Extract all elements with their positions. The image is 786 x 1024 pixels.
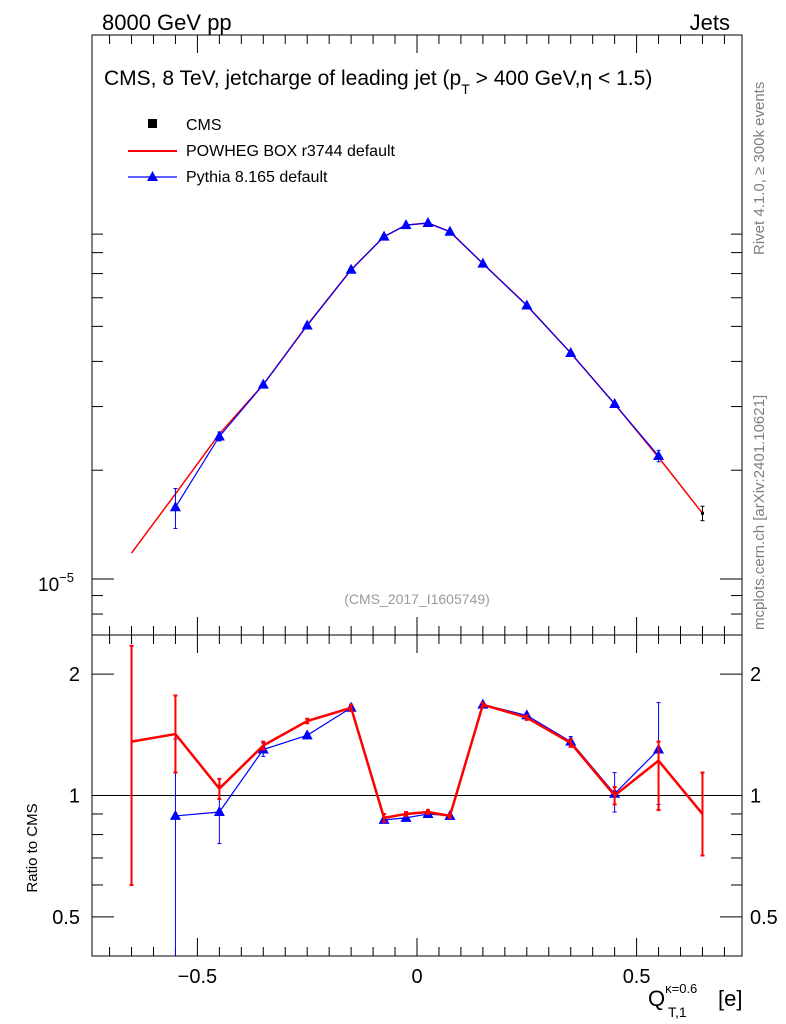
- legend-pythia-marker: [147, 171, 158, 181]
- main-title: CMS, 8 TeV, jetcharge of leading jet (pT…: [104, 67, 652, 97]
- ratio-ytick-label-right: 1: [750, 786, 761, 808]
- ratio-pythia-point: [169, 809, 181, 820]
- side-label-bottom: mcplots.cern.ch [arXiv:2401.10621]: [751, 395, 768, 630]
- ratio-ytick-label-right: 2: [750, 664, 761, 686]
- ratio-ytick-label-left: 1: [69, 786, 80, 808]
- ratio-ytick-label-right: 0.5: [750, 907, 778, 929]
- pythia-point: [345, 263, 357, 274]
- pythia-point: [400, 219, 412, 230]
- pythia-point: [301, 319, 313, 330]
- legend: CMS POWHEG BOX r3744 default Pythia 8.16…: [128, 117, 396, 186]
- pythia-point: [477, 257, 489, 268]
- pythia-point: [422, 217, 434, 228]
- main-ytick-label: 10−5: [38, 570, 74, 596]
- ratio-pythia-line: [175, 703, 659, 821]
- side-label-top: Rivet 4.1.0, ≥ 300k events: [751, 82, 768, 255]
- ratio-xtick-label: 0: [411, 966, 422, 988]
- pythia-point: [444, 225, 456, 236]
- pythia-line: [174, 222, 660, 508]
- legend-pythia-label: Pythia 8.165 default: [186, 169, 328, 186]
- ratio-pythia-point: [301, 729, 313, 740]
- ratio-powheg-line: [131, 703, 704, 820]
- pythia-point: [213, 430, 225, 441]
- pythia-point: [378, 230, 390, 241]
- pythia-point: [257, 378, 269, 389]
- powheg-line: [130, 222, 704, 554]
- pythia-point: [565, 347, 577, 358]
- legend-cms-label: CMS: [186, 117, 222, 134]
- pythia-point: [653, 449, 665, 460]
- ratio-ytick-label-left: 0.5: [52, 907, 80, 929]
- header-left-label: 8000 GeV pp: [102, 10, 232, 35]
- analysis-watermark: (CMS_2017_I1605749): [344, 591, 490, 607]
- ratio-xtick-label: 0.5: [623, 966, 651, 988]
- pythia-point: [609, 397, 621, 408]
- legend-cms-marker: [148, 119, 157, 128]
- x-axis-label: Qκ=0.6 T,1[e]: [648, 981, 742, 1020]
- cms-point: [700, 511, 704, 515]
- ratio-ylabel: Ratio to CMS: [24, 803, 41, 892]
- legend-powheg-label: POWHEG BOX r3744 default: [186, 143, 396, 160]
- header-right-label: Jets: [690, 10, 730, 35]
- ratio-ytick-label-left: 2: [69, 664, 80, 686]
- ratio-pythia-point: [213, 806, 225, 817]
- pythia-point: [169, 501, 181, 512]
- pythia-point: [521, 299, 533, 310]
- ratio-xtick-label: −0.5: [178, 966, 217, 988]
